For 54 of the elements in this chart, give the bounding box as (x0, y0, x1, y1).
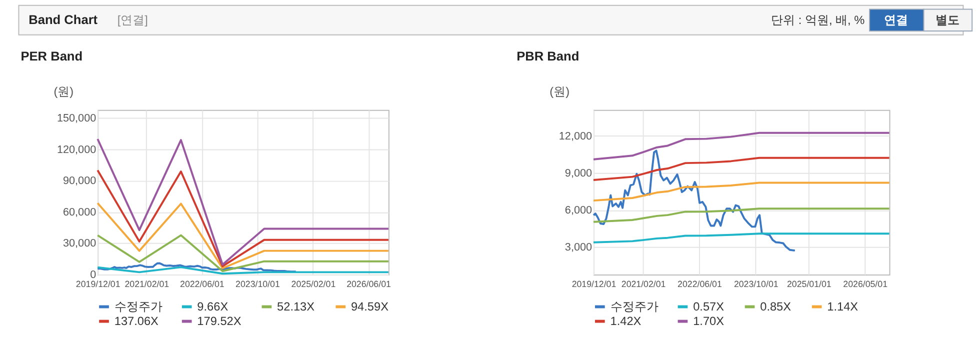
chart-title: PER Band (20, 48, 83, 64)
x-tick-label: 2022/06/01 (180, 278, 224, 289)
x-tick-label: 2022/06/01 (678, 278, 722, 289)
legend-label: 137.06X (114, 314, 159, 328)
line-series (96, 138, 390, 266)
line-series (592, 132, 890, 160)
line-series (592, 182, 890, 202)
y-tick-label: 150,000 (56, 112, 96, 125)
text: 단위 : 억원, 배, % (771, 13, 866, 28)
legend-label: 수정주가 (114, 300, 162, 314)
y-tick-label: 9,000 (564, 167, 592, 180)
legend-label: 0.85X (760, 300, 792, 314)
legend-label: 52.13X (277, 300, 315, 314)
line-series (592, 232, 890, 244)
line-series (96, 202, 390, 270)
y-tick-label: 12,000 (558, 130, 592, 142)
y-axis-title: (원) (550, 84, 570, 99)
text: 별도 (935, 13, 960, 28)
x-tick-label: 2025/02/01 (291, 278, 336, 289)
y-tick-label: 30,000 (63, 238, 96, 250)
legend-label: 1.70X (693, 314, 724, 328)
legend-label: 94.59X (350, 300, 389, 314)
y-tick-label: 60,000 (63, 206, 96, 218)
line-series (592, 150, 796, 252)
line-series (592, 156, 890, 182)
y-tick-label: 90,000 (63, 175, 96, 188)
line-series (96, 169, 390, 268)
x-tick-label: 2025/01/01 (786, 278, 832, 289)
y-tick-label: 120,000 (56, 144, 96, 156)
legend-label: 9.66X (197, 300, 228, 314)
line-series (96, 234, 390, 272)
x-tick-label: 2023/10/01 (734, 278, 778, 289)
text: Band Chart (28, 12, 98, 28)
line-series (96, 262, 297, 273)
chart-title: PBR Band (516, 48, 580, 64)
legend-label: 1.42X (610, 314, 642, 328)
legend-label: 1.14X (827, 300, 858, 314)
line-series (592, 208, 890, 223)
legend-label: 179.52X (197, 314, 242, 328)
y-axis-title: (원) (54, 84, 74, 99)
legend-label: 수정주가 (610, 300, 658, 314)
text: 연결 (884, 13, 908, 28)
x-tick-label: 2019/12/01 (76, 278, 120, 289)
x-tick-label: 2021/02/01 (124, 278, 170, 289)
x-tick-label: 2026/06/01 (346, 278, 391, 289)
y-tick-label: 0 (90, 268, 96, 281)
legend-label: 0.57X (693, 300, 724, 314)
y-tick-label: 6,000 (564, 204, 592, 217)
text: [연결] (117, 13, 148, 28)
x-tick-label: 2026/05/01 (843, 278, 888, 289)
x-tick-label: 2021/02/01 (621, 278, 666, 289)
x-tick-label: 2023/10/01 (236, 278, 280, 289)
x-tick-label: 2019/12/01 (572, 278, 616, 289)
y-tick-label: 3,000 (564, 242, 592, 254)
